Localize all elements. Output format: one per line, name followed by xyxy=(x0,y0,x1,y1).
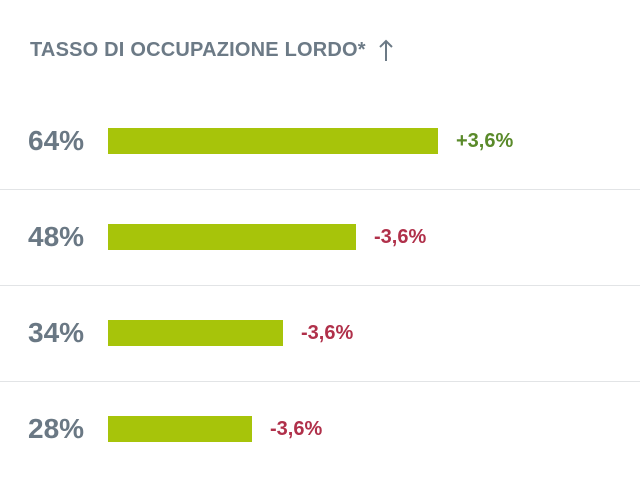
value-bar xyxy=(108,224,356,250)
rows-list: 64% +3,6% 48% -3,6% 34% -3,6% 28% -3,6% xyxy=(0,94,640,477)
change-value: -3,6% xyxy=(301,322,354,344)
table-header[interactable]: TASSO DI OCCUPAZIONE LORDO* xyxy=(30,30,394,70)
value-bar xyxy=(108,416,252,442)
list-item: 64% +3,6% xyxy=(0,94,640,190)
arrow-up-icon[interactable] xyxy=(378,38,394,62)
change-value: -3,6% xyxy=(270,418,323,440)
change-value: +3,6% xyxy=(456,130,514,152)
percentage-label: 64% xyxy=(28,125,85,156)
list-item: 34% -3,6% xyxy=(0,286,640,382)
list-item: 28% -3,6% xyxy=(0,382,640,477)
list-item: 48% -3,6% xyxy=(0,190,640,286)
percentage-label: 34% xyxy=(28,317,85,348)
value-bar xyxy=(108,128,438,154)
percentage-label: 28% xyxy=(28,413,85,444)
percentage-label: 48% xyxy=(28,221,85,252)
value-bar xyxy=(108,320,283,346)
change-value: -3,6% xyxy=(374,226,427,248)
header-title: TASSO DI OCCUPAZIONE LORDO* xyxy=(30,38,366,61)
